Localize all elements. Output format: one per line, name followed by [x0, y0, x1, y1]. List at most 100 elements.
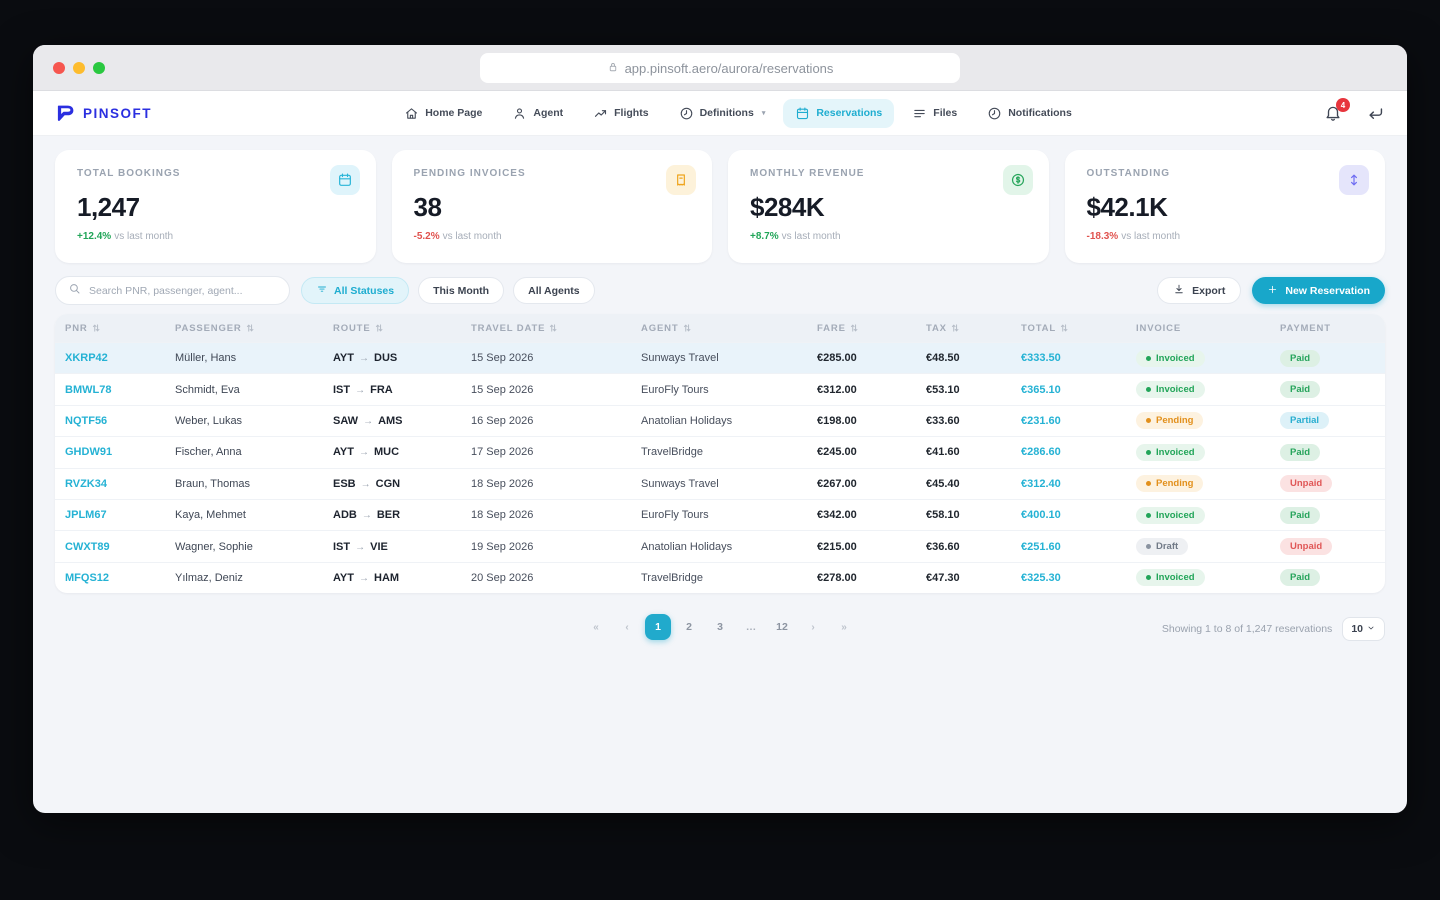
payment-status-badge: Paid	[1280, 349, 1321, 367]
new-reservation-button[interactable]: New Reservation	[1252, 277, 1385, 304]
nav-item-reservations[interactable]: Reservations	[783, 98, 895, 128]
pnr-link[interactable]: MFQS12	[65, 571, 110, 584]
table-row-nqtf56[interactable]: NQTF56 Weber, Lukas SAW → AMS 16 Sep 2026 Anat…	[55, 404, 1385, 436]
arrow-right-icon: →	[361, 510, 372, 522]
status-dot-icon	[1146, 418, 1151, 424]
status-dot-icon	[1146, 481, 1151, 487]
total: €333.50	[1021, 352, 1061, 365]
main-nav: Home Page Agent Flights Definitions ▾ Reserva…	[392, 98, 1084, 128]
pnr-link[interactable]: CWXT89	[65, 540, 110, 553]
nav-item-home-page[interactable]: Home Page	[392, 99, 494, 128]
column-header-payment[interactable]: PAYMENT	[1280, 322, 1331, 334]
status-dot-icon	[1146, 355, 1151, 361]
traffic-lights	[53, 61, 105, 74]
agent-name: TravelBridge	[641, 571, 703, 584]
sort-icon	[683, 323, 691, 333]
close-window-button[interactable]	[53, 61, 65, 74]
pagination-next-button[interactable]: ›	[811, 621, 815, 633]
travel-date: 20 Sep 2026	[471, 571, 534, 584]
column-header-travel-date[interactable]: TRAVEL DATE	[471, 323, 641, 334]
pinsoft-logo-icon	[55, 103, 76, 124]
table-row-rvzk34[interactable]: RVZK34 Braun, Thomas ESB → CGN 18 Sep 2026 Sun…	[55, 467, 1385, 499]
page-button-2[interactable]: 2	[686, 621, 692, 634]
agent-name: Anatolian Holidays	[641, 414, 733, 427]
tax: €36.60	[926, 540, 960, 553]
trending-up-icon	[593, 106, 608, 121]
page-button-3[interactable]: 3	[717, 621, 723, 634]
table-row-ghdw91[interactable]: GHDW91 Fischer, Anna AYT → MUC 17 Sep 2026 Tra…	[55, 436, 1385, 467]
route: IST → VIE	[333, 540, 388, 553]
invoice-status-badge: Invoiced	[1136, 443, 1205, 461]
total: €286.60	[1021, 446, 1061, 459]
nav-item-notifications[interactable]: Notifications	[975, 99, 1084, 128]
column-header-pnr[interactable]: PNR	[65, 323, 175, 334]
table-row-xkrp42[interactable]: XKRP42 Müller, Hans AYT → DUS 15 Sep 2026 Sunw…	[55, 342, 1385, 374]
pagination-last-button[interactable]: »	[841, 621, 847, 633]
arrow-right-icon: →	[359, 572, 369, 584]
arrow-right-icon: →	[360, 478, 371, 490]
filter-chip-all-agents[interactable]: All Agents	[513, 277, 595, 304]
column-header-total[interactable]: TOTAL	[1021, 323, 1136, 334]
header-actions: 4	[1324, 98, 1385, 123]
page-size-select[interactable]: 10	[1342, 617, 1385, 642]
table-row-bmwl78[interactable]: BMWL78 Schmidt, Eva IST → FRA 15 Sep 2026 Euro…	[55, 373, 1385, 404]
stat-value: 38	[413, 192, 442, 222]
table-row-mfqs12[interactable]: MFQS12 Yılmaz, Deniz AYT → HAM 20 Sep 2026 Tra…	[55, 561, 1385, 593]
column-header-agent[interactable]: AGENT	[641, 323, 817, 334]
column-header-invoice[interactable]: INVOICE	[1136, 322, 1182, 334]
table-row-cwxt89[interactable]: CWXT89 Wagner, Sophie IST → VIE 19 Sep 2026 An…	[55, 530, 1385, 561]
lock-icon	[607, 61, 619, 76]
page-button-12[interactable]: 12	[776, 621, 788, 634]
pnr-link[interactable]: JPLM67	[65, 509, 107, 522]
fare: €285.00	[817, 352, 857, 365]
nav-item-agent[interactable]: Agent	[500, 99, 575, 128]
total: €325.30	[1021, 571, 1061, 584]
tax: €33.60	[926, 414, 960, 427]
payment-status-badge: Unpaid	[1280, 538, 1333, 556]
pnr-link[interactable]: RVZK34	[65, 477, 107, 490]
download-icon	[1173, 283, 1185, 298]
results-summary: Showing 1 to 8 of 1,247 reservations	[1161, 623, 1333, 636]
filter-chip-this-month[interactable]: This Month	[418, 277, 505, 304]
total: €231.60	[1021, 414, 1061, 427]
route: AYT → MUC	[333, 446, 400, 459]
browser-chrome: app.pinsoft.aero/aurora/reservations	[33, 45, 1407, 91]
maximize-window-button[interactable]	[93, 61, 105, 74]
filter-chip-all-statuses[interactable]: All Statuses	[301, 277, 410, 304]
export-button[interactable]: Export	[1157, 277, 1242, 304]
column-header-fare[interactable]: FARE	[817, 323, 926, 334]
route: ADB → BER	[333, 509, 401, 522]
pnr-link[interactable]: GHDW91	[65, 446, 113, 459]
user-icon	[512, 106, 527, 121]
table-row-jplm67[interactable]: JPLM67 Kaya, Mehmet ADB → BER 18 Sep 2026 Euro…	[55, 498, 1385, 530]
nav-item-flights[interactable]: Flights	[581, 99, 660, 128]
nav-item-files[interactable]: Files	[900, 99, 969, 128]
stat-card-total-bookings: TOTAL BOOKINGS 1,247 +12.4% vs last month	[55, 150, 376, 263]
travel-date: 17 Sep 2026	[471, 446, 534, 459]
pagination-first-button[interactable]: «	[593, 621, 599, 633]
column-header-passenger[interactable]: PASSENGER	[175, 323, 333, 334]
pnr-link[interactable]: BMWL78	[65, 383, 112, 396]
passenger-name: Weber, Lukas	[175, 414, 243, 427]
pnr-link[interactable]: XKRP42	[65, 352, 108, 365]
stat-delta: +8.7% vs last month	[750, 231, 841, 242]
search-box[interactable]	[55, 276, 290, 305]
minimize-window-button[interactable]	[73, 61, 85, 74]
page-button-1[interactable]: 1	[645, 614, 671, 641]
chevron-down-icon: ▾	[761, 110, 766, 117]
pagination-prev-button[interactable]: ‹	[625, 621, 629, 633]
address-bar[interactable]: app.pinsoft.aero/aurora/reservations	[480, 53, 960, 83]
column-header-tax[interactable]: TAX	[926, 323, 1021, 334]
arrow-right-icon: →	[355, 384, 366, 396]
pnr-link[interactable]: NQTF56	[65, 414, 108, 427]
pinsoft-logo[interactable]: PINSOFT	[55, 103, 152, 124]
nav-item-definitions[interactable]: Definitions ▾	[667, 99, 778, 128]
total: €312.40	[1021, 477, 1061, 490]
logout-button[interactable]	[1366, 104, 1385, 123]
notifications-button[interactable]: 4	[1324, 98, 1350, 122]
column-header-route[interactable]: ROUTE	[333, 323, 471, 334]
sort-icon	[92, 323, 100, 333]
total: €400.10	[1021, 509, 1061, 522]
search-input[interactable]	[89, 284, 277, 297]
